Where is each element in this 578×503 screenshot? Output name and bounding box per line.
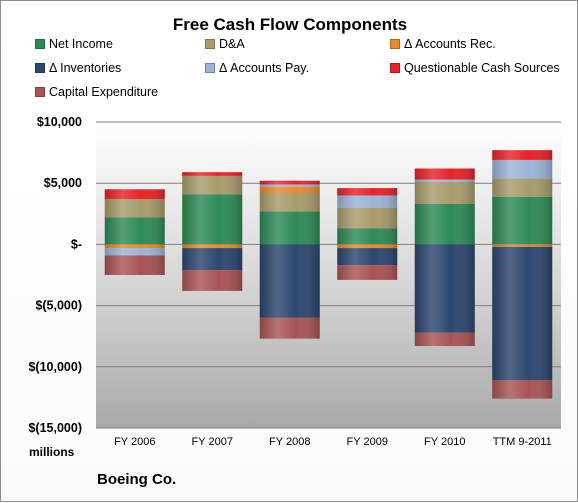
bar-shine <box>182 172 243 176</box>
bar-shine <box>492 150 553 160</box>
y-tick-label: $- <box>71 237 82 251</box>
x-tick-label: FY 2009 <box>347 436 388 448</box>
bar-shine <box>182 244 243 249</box>
plot-area <box>96 122 561 428</box>
bar-shine <box>104 189 165 200</box>
x-tick-label: FY 2010 <box>424 436 465 448</box>
bar-shine <box>337 244 398 249</box>
y-tick-label: $(10,000) <box>28 360 82 374</box>
chart-title: Free Cash Flow Components <box>172 15 408 34</box>
bar-shine <box>337 265 398 280</box>
bar-shine <box>182 248 243 271</box>
bar-shine <box>259 180 320 185</box>
bar-shine <box>414 168 475 180</box>
y-tick-label: $(5,000) <box>35 299 82 313</box>
bar-shine <box>337 207 398 229</box>
bar-shine <box>259 192 320 212</box>
x-tick-label: FY 2006 <box>114 436 155 448</box>
legend-item-net-income: Net Income <box>35 37 113 51</box>
x-tick-label: FY 2008 <box>269 436 310 448</box>
x-tick-label: TTM 9-2011 <box>493 436 552 448</box>
bar-shine <box>259 211 320 245</box>
legend-label: Δ Inventories <box>49 61 122 75</box>
bar-shine <box>104 244 165 249</box>
bar-shine <box>492 246 553 381</box>
bar-shine <box>337 228 398 245</box>
legend-label: Questionable Cash Sources <box>404 61 560 75</box>
bar-shine <box>492 380 553 399</box>
bar-shine <box>182 194 243 245</box>
bar-shine <box>492 178 553 197</box>
legend-swatch <box>205 63 215 73</box>
bar-shine <box>337 188 398 196</box>
bar-shine <box>414 181 475 205</box>
bar-shine <box>337 195 398 208</box>
legend-swatch <box>390 63 400 73</box>
bar-shine <box>104 217 165 245</box>
bar-shine <box>414 332 475 346</box>
legend-item-capex: Capital Expenditure <box>35 85 158 99</box>
legend-swatch <box>390 39 400 49</box>
legend-swatch <box>35 63 45 73</box>
legend-item-inventories: Δ Inventories <box>35 61 121 75</box>
legend-label: Net Income <box>49 37 113 51</box>
y-tick-label: $(15,000) <box>28 421 82 435</box>
y-tick-label: $10,000 <box>37 115 82 129</box>
bar-shine <box>337 248 398 266</box>
legend-swatch <box>35 87 45 97</box>
x-tick-label: FY 2007 <box>192 436 233 448</box>
legend-swatch <box>205 39 215 49</box>
bar-shine <box>414 244 475 333</box>
bar-shine <box>492 196 553 245</box>
bar-shine <box>414 179 475 182</box>
bar-shine <box>259 186 320 193</box>
bar-shine <box>414 204 475 245</box>
bar-shine <box>259 244 320 318</box>
bar-shine <box>259 184 320 187</box>
legend-label: D&A <box>219 37 245 51</box>
legend-label: Δ Accounts Pay. <box>219 61 310 75</box>
bar-shine <box>104 255 165 275</box>
legend-item-accounts-pay: Δ Accounts Pay. <box>205 61 309 75</box>
bar-shine <box>259 317 320 339</box>
legend-label: Capital Expenditure <box>49 85 159 99</box>
legend-item-da: D&A <box>205 37 245 51</box>
legend-item-questionable: Questionable Cash Sources <box>390 61 560 75</box>
legend-item-accounts-rec: Δ Accounts Rec. <box>390 37 496 51</box>
unit-label: millions <box>29 445 75 459</box>
bar-shine <box>104 199 165 218</box>
bar-shine <box>492 159 553 179</box>
bar-shine <box>492 244 553 247</box>
legend-swatch <box>35 39 45 49</box>
bar-shine <box>104 248 165 256</box>
company-name: Boeing Co. <box>97 471 177 488</box>
legend-label: Δ Accounts Rec. <box>404 37 496 51</box>
y-tick-label: $5,000 <box>44 176 82 190</box>
bar-shine <box>182 175 243 195</box>
bar-shine <box>182 270 243 291</box>
